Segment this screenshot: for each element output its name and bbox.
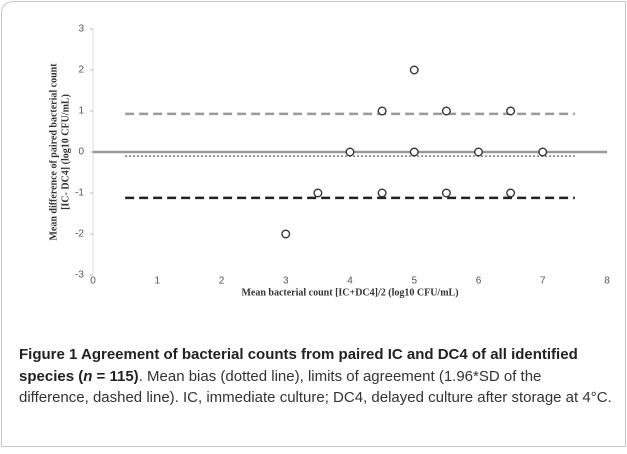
x-tick-label: 2	[219, 276, 225, 287]
y-tick-label: 3	[78, 24, 84, 35]
point	[313, 188, 323, 198]
x-tick-label: 3	[283, 276, 289, 287]
caption: Figure 1 Agreement of bacterial counts f…	[19, 344, 615, 409]
point	[409, 65, 419, 75]
x-tick-label: 7	[540, 276, 546, 287]
point	[409, 147, 419, 157]
y-axis-label: [IC- DC4] (log10 CFU/mL)	[60, 94, 71, 210]
x-axis-label: Mean bacterial count [IC+DC4]/2 (log10 C…	[241, 287, 458, 298]
caption-body: . Mean bias (dotted line), limits of agr…	[19, 367, 612, 407]
y-tick-label: -3	[75, 270, 84, 281]
y-axis-label: Mean difference of paired bacterial coun…	[48, 63, 59, 241]
x-tick-label: 8	[604, 276, 610, 287]
point	[281, 229, 291, 239]
x-tick-label: 6	[476, 276, 482, 287]
point	[474, 147, 484, 157]
y-tick-label: 1	[78, 106, 84, 117]
caption-label: Figure 1	[19, 346, 78, 363]
y-tick-label: 2	[78, 65, 84, 76]
point	[441, 106, 451, 116]
point	[441, 188, 451, 198]
y-tick-label: -2	[75, 229, 84, 240]
point	[538, 147, 548, 157]
point	[506, 188, 516, 198]
y-tick-label: 0	[78, 147, 84, 158]
x-tick-label: 4	[347, 276, 353, 287]
point	[377, 188, 387, 198]
x-tick-label: 5	[411, 276, 417, 287]
y-tick-label: -1	[75, 188, 84, 199]
x-tick-label: 0	[90, 276, 96, 287]
x-tick-label: 1	[154, 276, 160, 287]
caption-title: Agreement of bacterial counts from paire…	[19, 346, 578, 385]
caption-title-end: = 115)	[92, 367, 139, 385]
point	[345, 147, 355, 157]
point	[377, 106, 387, 116]
frame	[1, 1, 626, 447]
caption-var: n	[83, 367, 93, 385]
point	[506, 106, 516, 116]
